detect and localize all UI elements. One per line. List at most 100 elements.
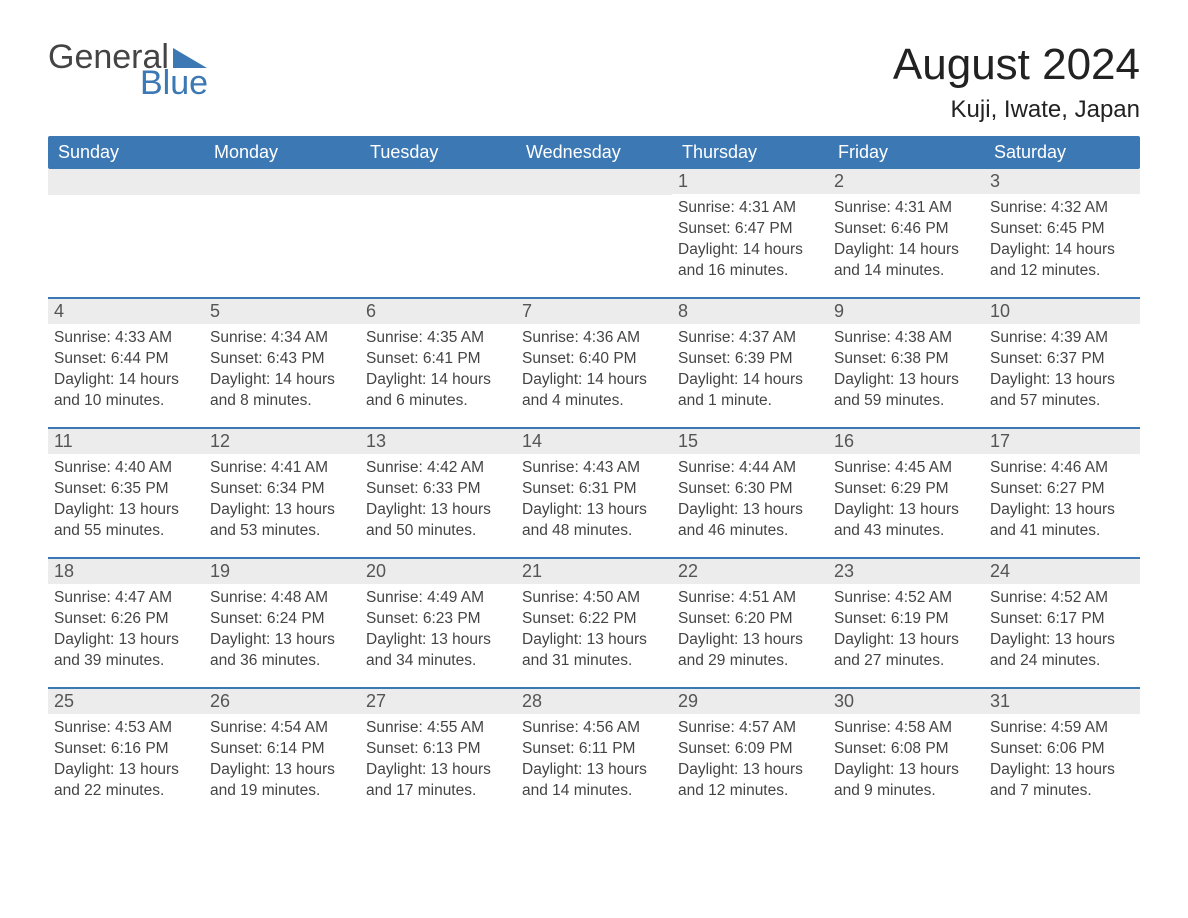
calendar: SundayMondayTuesdayWednesdayThursdayFrid… bbox=[48, 136, 1140, 809]
day-details: Sunrise: 4:32 AMSunset: 6:45 PMDaylight:… bbox=[990, 198, 1134, 282]
day-number bbox=[360, 169, 516, 195]
day-details: Sunrise: 4:31 AMSunset: 6:46 PMDaylight:… bbox=[834, 198, 978, 282]
day-details: Sunrise: 4:58 AMSunset: 6:08 PMDaylight:… bbox=[834, 718, 978, 802]
day-details: Sunrise: 4:55 AMSunset: 6:13 PMDaylight:… bbox=[366, 718, 510, 802]
day-cell: 24 Sunrise: 4:52 AMSunset: 6:17 PMDayligh… bbox=[984, 559, 1140, 679]
page-title: August 2024 bbox=[893, 40, 1140, 90]
day-cell: 13Sunrise: 4:42 AMSunset: 6:33 PMDayligh… bbox=[360, 429, 516, 549]
day-number: 7 bbox=[516, 299, 672, 324]
day-details: Sunrise: 4:43 AMSunset: 6:31 PMDaylight:… bbox=[522, 458, 666, 542]
day-number: 24 bbox=[984, 559, 1140, 584]
day-number: 22 bbox=[672, 559, 828, 584]
day-number: 6 bbox=[360, 299, 516, 324]
day-number: 13 bbox=[360, 429, 516, 454]
day-number: 3 bbox=[984, 169, 1140, 194]
weekday-header-row: SundayMondayTuesdayWednesdayThursdayFrid… bbox=[48, 136, 1140, 169]
day-details: Sunrise: 4:40 AMSunset: 6:35 PMDaylight:… bbox=[54, 458, 198, 542]
day-cell: 28 Sunrise: 4:56 AMSunset: 6:11 PMDayligh… bbox=[516, 689, 672, 809]
day-number: 18 bbox=[48, 559, 204, 584]
weekday-header: Friday bbox=[828, 136, 984, 169]
day-cell: 3 Sunrise: 4:32 AMSunset: 6:45 PMDaylight… bbox=[984, 169, 1140, 289]
day-number: 21 bbox=[516, 559, 672, 584]
week-row: 11 Sunrise: 4:40 AMSunset: 6:35 PMDayligh… bbox=[48, 427, 1140, 549]
day-number bbox=[204, 169, 360, 195]
day-cell bbox=[204, 169, 360, 289]
weekday-header: Wednesday bbox=[516, 136, 672, 169]
day-cell: 2Sunrise: 4:31 AMSunset: 6:46 PMDaylight… bbox=[828, 169, 984, 289]
day-details: Sunrise: 4:48 AMSunset: 6:24 PMDaylight:… bbox=[210, 588, 354, 672]
day-number: 8 bbox=[672, 299, 828, 324]
day-cell: 4 Sunrise: 4:33 AMSunset: 6:44 PMDaylight… bbox=[48, 299, 204, 419]
day-number: 12 bbox=[204, 429, 360, 454]
day-number: 14 bbox=[516, 429, 672, 454]
day-number: 5 bbox=[204, 299, 360, 324]
weeks-container: 1 Sunrise: 4:31 AMSunset: 6:47 PMDaylight… bbox=[48, 169, 1140, 809]
logo-text-blue: Blue bbox=[140, 66, 208, 100]
day-cell: 10Sunrise: 4:39 AMSunset: 6:37 PMDayligh… bbox=[984, 299, 1140, 419]
day-cell: 12 Sunrise: 4:41 AMSunset: 6:34 PMDayligh… bbox=[204, 429, 360, 549]
day-details: Sunrise: 4:47 AMSunset: 6:26 PMDaylight:… bbox=[54, 588, 198, 672]
day-number: 30 bbox=[828, 689, 984, 714]
day-details: Sunrise: 4:38 AMSunset: 6:38 PMDaylight:… bbox=[834, 328, 978, 412]
weekday-header: Tuesday bbox=[360, 136, 516, 169]
day-cell: 7 Sunrise: 4:36 AMSunset: 6:40 PMDaylight… bbox=[516, 299, 672, 419]
week-row: 18 Sunrise: 4:47 AMSunset: 6:26 PMDayligh… bbox=[48, 557, 1140, 679]
day-details: Sunrise: 4:36 AMSunset: 6:40 PMDaylight:… bbox=[522, 328, 666, 412]
day-details: Sunrise: 4:44 AMSunset: 6:30 PMDaylight:… bbox=[678, 458, 822, 542]
day-details: Sunrise: 4:37 AMSunset: 6:39 PMDaylight:… bbox=[678, 328, 822, 412]
day-number: 9 bbox=[828, 299, 984, 324]
day-details: Sunrise: 4:54 AMSunset: 6:14 PMDaylight:… bbox=[210, 718, 354, 802]
day-cell bbox=[48, 169, 204, 289]
week-row: 4 Sunrise: 4:33 AMSunset: 6:44 PMDaylight… bbox=[48, 297, 1140, 419]
day-details: Sunrise: 4:39 AMSunset: 6:37 PMDaylight:… bbox=[990, 328, 1134, 412]
day-cell: 14 Sunrise: 4:43 AMSunset: 6:31 PMDayligh… bbox=[516, 429, 672, 549]
day-cell: 22Sunrise: 4:51 AMSunset: 6:20 PMDayligh… bbox=[672, 559, 828, 679]
day-cell: 21 Sunrise: 4:50 AMSunset: 6:22 PMDayligh… bbox=[516, 559, 672, 679]
day-details: Sunrise: 4:50 AMSunset: 6:22 PMDaylight:… bbox=[522, 588, 666, 672]
day-number: 29 bbox=[672, 689, 828, 714]
day-number: 28 bbox=[516, 689, 672, 714]
day-number: 1 bbox=[672, 169, 828, 194]
day-number: 31 bbox=[984, 689, 1140, 714]
day-number: 15 bbox=[672, 429, 828, 454]
day-cell: 9 Sunrise: 4:38 AMSunset: 6:38 PMDaylight… bbox=[828, 299, 984, 419]
day-number: 4 bbox=[48, 299, 204, 324]
day-details: Sunrise: 4:52 AMSunset: 6:19 PMDaylight:… bbox=[834, 588, 978, 672]
day-number: 11 bbox=[48, 429, 204, 454]
weekday-header: Sunday bbox=[48, 136, 204, 169]
day-details: Sunrise: 4:46 AMSunset: 6:27 PMDaylight:… bbox=[990, 458, 1134, 542]
day-details: Sunrise: 4:33 AMSunset: 6:44 PMDaylight:… bbox=[54, 328, 198, 412]
day-number: 23 bbox=[828, 559, 984, 584]
day-cell bbox=[360, 169, 516, 289]
day-cell: 17Sunrise: 4:46 AMSunset: 6:27 PMDayligh… bbox=[984, 429, 1140, 549]
day-number: 26 bbox=[204, 689, 360, 714]
day-number: 27 bbox=[360, 689, 516, 714]
day-details: Sunrise: 4:56 AMSunset: 6:11 PMDaylight:… bbox=[522, 718, 666, 802]
day-cell: 26 Sunrise: 4:54 AMSunset: 6:14 PMDayligh… bbox=[204, 689, 360, 809]
day-cell: 11 Sunrise: 4:40 AMSunset: 6:35 PMDayligh… bbox=[48, 429, 204, 549]
day-cell: 23 Sunrise: 4:52 AMSunset: 6:19 PMDayligh… bbox=[828, 559, 984, 679]
day-cell: 6 Sunrise: 4:35 AMSunset: 6:41 PMDaylight… bbox=[360, 299, 516, 419]
title-block: August 2024 Kuji, Iwate, Japan bbox=[893, 40, 1140, 124]
day-cell: 31Sunrise: 4:59 AMSunset: 6:06 PMDayligh… bbox=[984, 689, 1140, 809]
day-details: Sunrise: 4:31 AMSunset: 6:47 PMDaylight:… bbox=[678, 198, 822, 282]
day-cell: 27 Sunrise: 4:55 AMSunset: 6:13 PMDayligh… bbox=[360, 689, 516, 809]
day-cell: 25Sunrise: 4:53 AMSunset: 6:16 PMDayligh… bbox=[48, 689, 204, 809]
day-number: 25 bbox=[48, 689, 204, 714]
day-number bbox=[516, 169, 672, 195]
location-subtitle: Kuji, Iwate, Japan bbox=[893, 96, 1140, 124]
day-cell: 19 Sunrise: 4:48 AMSunset: 6:24 PMDayligh… bbox=[204, 559, 360, 679]
weekday-header: Monday bbox=[204, 136, 360, 169]
logo: General Blue bbox=[48, 40, 208, 100]
day-number: 19 bbox=[204, 559, 360, 584]
weekday-header: Saturday bbox=[984, 136, 1140, 169]
day-number: 20 bbox=[360, 559, 516, 584]
day-details: Sunrise: 4:45 AMSunset: 6:29 PMDaylight:… bbox=[834, 458, 978, 542]
day-cell: 5Sunrise: 4:34 AMSunset: 6:43 PMDaylight… bbox=[204, 299, 360, 419]
day-details: Sunrise: 4:57 AMSunset: 6:09 PMDaylight:… bbox=[678, 718, 822, 802]
day-cell: 30 Sunrise: 4:58 AMSunset: 6:08 PMDayligh… bbox=[828, 689, 984, 809]
day-details: Sunrise: 4:52 AMSunset: 6:17 PMDaylight:… bbox=[990, 588, 1134, 672]
day-number: 16 bbox=[828, 429, 984, 454]
day-details: Sunrise: 4:41 AMSunset: 6:34 PMDaylight:… bbox=[210, 458, 354, 542]
day-details: Sunrise: 4:35 AMSunset: 6:41 PMDaylight:… bbox=[366, 328, 510, 412]
